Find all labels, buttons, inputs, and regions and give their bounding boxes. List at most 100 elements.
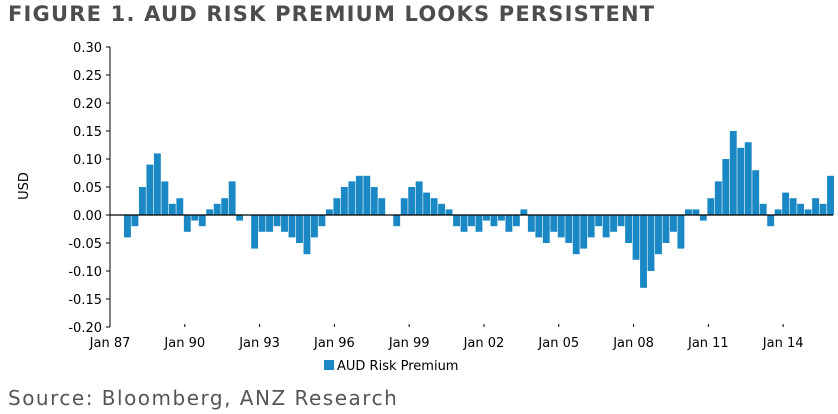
bar [445, 209, 453, 215]
bar [550, 215, 558, 232]
bar [153, 153, 161, 215]
bar [400, 198, 408, 215]
bar [640, 215, 647, 288]
bar [797, 203, 805, 215]
x-tick-label: Jan 08 [612, 336, 654, 351]
bar [587, 215, 595, 238]
bar [198, 215, 206, 227]
source-note: Source: Bloomberg, ANZ Research [8, 386, 399, 410]
bar [699, 215, 707, 221]
bar [789, 198, 797, 215]
bar [812, 198, 819, 215]
bar [468, 215, 475, 227]
y-tick-label: 0.10 [73, 153, 102, 168]
y-tick-label: 0.30 [73, 41, 102, 56]
bar [744, 142, 752, 215]
y-tick-label: 0.15 [73, 125, 102, 140]
bar [333, 198, 341, 215]
bar [296, 215, 303, 243]
legend: AUD Risk Premium [324, 359, 458, 374]
y-tick-label: 0.20 [73, 97, 102, 112]
bar [423, 192, 431, 215]
bar [273, 215, 281, 227]
bar [819, 203, 827, 215]
axes [109, 47, 833, 327]
bar [168, 203, 176, 215]
bar [340, 187, 348, 215]
bar [617, 215, 625, 227]
y-tick-label: 0.05 [73, 181, 102, 196]
bar [752, 170, 760, 215]
bar [138, 187, 146, 215]
x-tick-label: Jan 11 [687, 336, 729, 351]
bar [520, 209, 528, 215]
bar [355, 175, 363, 215]
bar [647, 215, 655, 271]
x-tick-label: Jan 05 [537, 336, 579, 351]
bar [527, 215, 535, 232]
bar [580, 215, 588, 249]
bar [670, 215, 677, 232]
legend-label: AUD Risk Premium [337, 359, 458, 374]
y-axis-ticks: 0.30 0.25 0.20 0.15 0.10 0.05 0.00 -0.05 -0.10 -0… [68, 41, 110, 336]
legend-swatch [324, 360, 334, 370]
bar [310, 215, 318, 238]
bar [774, 209, 782, 215]
bar [325, 209, 333, 215]
bar [535, 215, 543, 238]
figure-title: FIGURE 1. AUD RISK PREMIUM LOOKS PERSIST… [8, 2, 656, 26]
bar [632, 215, 640, 260]
bar [722, 159, 730, 215]
bar [124, 215, 131, 238]
y-tick-label: -0.15 [68, 293, 102, 308]
bar [288, 215, 296, 238]
bar [804, 209, 812, 215]
y-tick-label: -0.05 [68, 237, 102, 252]
bar [655, 215, 662, 255]
bar [610, 215, 618, 232]
x-axis-ticks: Jan 87 Jan 90 Jan 93 Jan 96 Jan 99 Jan 02 Jan … [89, 324, 804, 351]
x-tick-label: Jan 87 [89, 336, 131, 351]
bar [677, 215, 685, 249]
bar [266, 215, 273, 232]
x-tick-label: Jan 99 [388, 336, 430, 351]
bar [370, 187, 378, 215]
bar [438, 203, 446, 215]
bar [236, 215, 244, 221]
bar [827, 175, 834, 215]
bar [131, 215, 139, 227]
y-tick-label: -0.20 [68, 321, 102, 336]
bar [595, 215, 603, 227]
bar [512, 215, 520, 227]
x-tick-label: Jan 14 [762, 336, 804, 351]
bar [206, 209, 214, 215]
bar [318, 215, 326, 227]
bar [176, 198, 184, 215]
bar [602, 215, 610, 238]
series-bars [124, 131, 834, 288]
y-tick-label: 0.25 [73, 69, 102, 84]
bar [483, 215, 490, 221]
bar [565, 215, 573, 243]
bar [378, 198, 386, 215]
bar [303, 215, 311, 255]
y-tick-label: -0.10 [68, 265, 102, 280]
bar [737, 147, 745, 215]
bar [505, 215, 513, 232]
bar [393, 215, 401, 227]
bar [363, 175, 371, 215]
bar [707, 198, 715, 215]
bar [542, 215, 550, 243]
bar [408, 187, 416, 215]
bar [662, 215, 670, 243]
y-tick-label: 0.00 [73, 209, 102, 224]
bar [453, 215, 460, 227]
bar [490, 215, 498, 227]
bar [161, 181, 169, 215]
bar [475, 215, 483, 232]
x-tick-label: Jan 96 [313, 336, 355, 351]
y-axis-label: USD [17, 172, 32, 200]
bar [281, 215, 288, 232]
bar [684, 209, 692, 215]
